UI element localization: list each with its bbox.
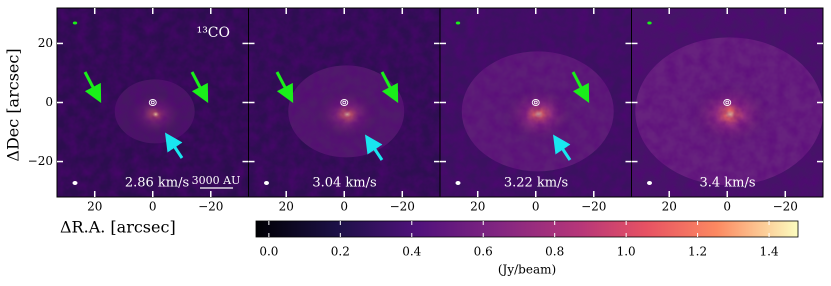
x-tick-label: −20: [198, 200, 223, 214]
arrow: [275, 71, 294, 103]
y-tick-label: −20: [28, 154, 53, 168]
contour: [148, 99, 157, 106]
arrow: [165, 132, 184, 159]
y-tick-label: 20: [38, 36, 53, 50]
arrow: [571, 71, 590, 103]
noise: [440, 8, 632, 197]
velocity-label: 3.4 km/s: [699, 176, 755, 191]
channel-panel: 3.22 km/s 20 0 −20: [439, 7, 632, 214]
arrow: [190, 71, 209, 103]
green-beam: [647, 21, 652, 25]
y-tick-label: 0: [45, 95, 53, 109]
contour: [340, 99, 349, 106]
x-tick-label: 0: [149, 200, 157, 214]
channel-panel: 3.04 km/s 20 0 −20: [248, 7, 441, 214]
colorbar-tick-label: 1.2: [688, 245, 707, 259]
velocity-label: 2.86 km/s: [125, 176, 189, 191]
colorbar-tick-label: 0.8: [545, 245, 564, 259]
arrow: [553, 134, 572, 161]
x-tick-label: 20: [470, 200, 485, 214]
x-tick-label: −20: [581, 200, 606, 214]
channel-panel: 3.4 km/s 20 0 −20: [631, 7, 824, 214]
contour: [723, 99, 732, 106]
x-tick-label: 20: [87, 200, 102, 214]
velocity-label: 3.04 km/s: [312, 176, 376, 191]
x-tick-label: 0: [532, 200, 540, 214]
colorbar-tick-label: 0.2: [331, 245, 350, 259]
x-tick-label: 20: [279, 200, 294, 214]
colorbar: [255, 220, 799, 238]
x-axis-label: ΔR.A. [arcsec]: [60, 218, 176, 237]
contour: [531, 99, 540, 106]
species-label: ¹³CO: [197, 25, 230, 41]
colorbar-tick-label: 1.0: [617, 245, 636, 259]
x-tick-label: −20: [390, 200, 415, 214]
channel-panel: 2.86 km/s 20 0 −20 20 0 −20: [28, 7, 249, 214]
colorbar-label: (Jy/beam): [498, 263, 556, 277]
noise: [631, 8, 823, 197]
arrow: [380, 71, 399, 103]
beam: [455, 181, 461, 185]
colorbar-tick-label: 0.6: [474, 245, 493, 259]
noise: [248, 8, 440, 197]
beam: [264, 181, 269, 185]
beam: [72, 181, 78, 185]
green-beam: [72, 21, 78, 25]
contour: [533, 100, 538, 105]
velocity-label: 3.22 km/s: [504, 176, 568, 191]
arrow: [365, 134, 384, 161]
scale-bar-label: 3000 AU: [192, 174, 241, 187]
x-tick-label: 0: [340, 200, 348, 214]
x-tick-label: 20: [662, 200, 677, 214]
contour: [725, 100, 730, 105]
arrow: [83, 71, 102, 103]
y-axis-label: ΔDec [arcsec]: [4, 48, 23, 161]
x-tick-label: −20: [773, 200, 798, 214]
colorbar-tick-label: 0.4: [402, 245, 421, 259]
contour: [342, 100, 347, 105]
beam: [647, 181, 652, 185]
x-tick-label: 0: [723, 200, 731, 214]
colorbar-tick-label: 1.4: [760, 245, 779, 259]
colorbar-tick-label: 0.0: [259, 245, 278, 259]
green-beam: [455, 21, 461, 25]
contour: [150, 100, 155, 105]
